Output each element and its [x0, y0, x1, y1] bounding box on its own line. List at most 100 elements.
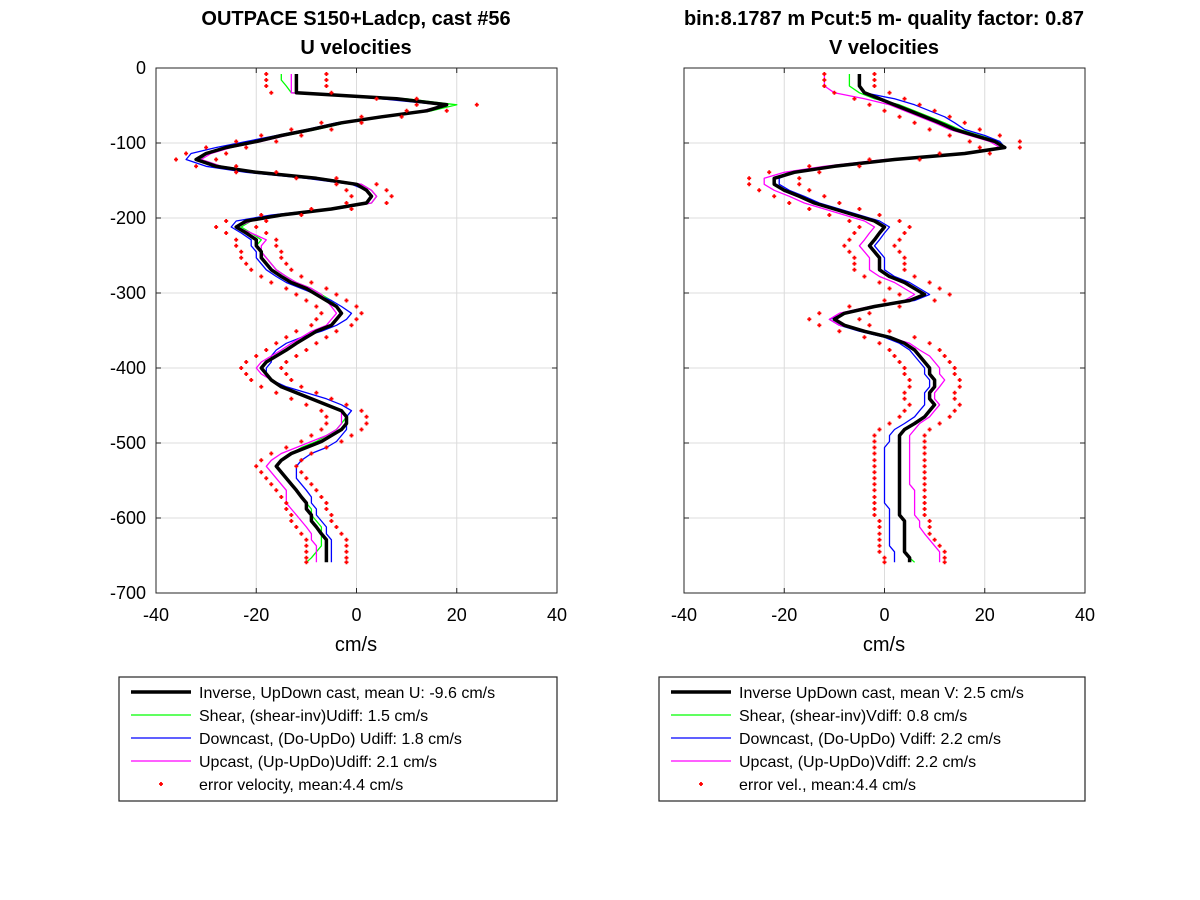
error-marker — [309, 433, 314, 438]
error-marker — [957, 384, 962, 389]
error-marker — [299, 274, 304, 279]
error-marker — [299, 458, 304, 463]
error-marker — [299, 531, 304, 536]
error-marker — [887, 286, 892, 291]
downcast-series-line — [185, 74, 443, 563]
error-marker — [912, 335, 917, 340]
error-marker — [872, 482, 877, 487]
error-marker — [184, 151, 189, 156]
error-marker — [922, 476, 927, 481]
error-marker — [922, 495, 927, 499]
error-marker — [389, 194, 394, 199]
error-marker — [284, 261, 289, 266]
y-tick-label: -700 — [110, 583, 146, 603]
error-marker — [354, 304, 359, 309]
error-marker — [877, 519, 882, 523]
error-marker — [309, 207, 314, 211]
u-velocity-axes: -40 -20 0 20 400-100-200-300-400-500-600-700 — [110, 58, 567, 625]
error-marker — [952, 366, 957, 370]
error-marker — [344, 543, 349, 548]
error-marker — [294, 329, 299, 334]
error-marker — [249, 378, 254, 382]
error-marker — [279, 366, 284, 370]
error-marker — [304, 543, 309, 548]
error-marker — [304, 555, 309, 560]
error-marker — [374, 182, 379, 187]
error-marker — [912, 120, 917, 125]
error-marker — [927, 127, 932, 132]
error-marker — [997, 133, 1002, 138]
error-marker — [244, 360, 249, 364]
error-marker — [907, 384, 912, 389]
error-marker — [414, 102, 419, 107]
error-marker — [264, 219, 269, 223]
error-marker — [359, 114, 364, 119]
error-marker — [817, 311, 822, 316]
error-marker — [947, 414, 952, 419]
error-marker — [922, 458, 927, 463]
error-marker — [204, 145, 209, 150]
error-marker — [892, 354, 897, 358]
error-marker — [254, 354, 259, 358]
error-marker — [947, 292, 952, 297]
error-marker — [404, 108, 409, 113]
error-marker — [329, 513, 334, 517]
error-marker — [284, 501, 289, 505]
error-marker — [927, 531, 932, 536]
y-tick-label: -500 — [110, 433, 146, 453]
error-marker — [234, 164, 239, 169]
error-marker — [937, 421, 942, 426]
error-marker — [299, 213, 304, 217]
error-marker — [384, 188, 389, 193]
error-velocity-markers — [747, 72, 1022, 565]
error-marker — [937, 286, 942, 291]
error-marker — [274, 341, 279, 346]
error-marker — [214, 225, 219, 229]
error-marker — [822, 84, 827, 88]
error-marker — [259, 458, 264, 463]
legend-upcast-label: Upcast, (Up-UpDo)Vdiff: 2.2 cm/s — [739, 754, 976, 771]
error-marker — [304, 348, 309, 352]
error-marker — [474, 102, 479, 107]
error-marker — [902, 366, 907, 370]
error-marker — [872, 458, 877, 463]
error-marker — [897, 414, 902, 419]
error-marker — [887, 329, 892, 334]
error-marker — [872, 507, 877, 511]
error-marker — [847, 304, 852, 309]
error-marker — [857, 207, 862, 211]
error-marker — [264, 72, 269, 76]
error-marker — [274, 139, 279, 144]
error-marker — [224, 219, 229, 223]
error-marker — [872, 513, 877, 517]
error-marker — [902, 396, 907, 401]
error-marker — [264, 84, 269, 88]
error-marker — [882, 555, 887, 560]
error-marker — [922, 501, 927, 505]
error-marker — [244, 372, 249, 376]
error-marker — [349, 433, 354, 438]
error-marker — [329, 396, 334, 401]
legend-downcast-label: Downcast, (Do-UpDo) Vdiff: 2.2 cm/s — [739, 731, 1001, 748]
error-marker — [284, 507, 289, 511]
error-marker — [314, 390, 319, 395]
error-marker — [857, 164, 862, 169]
error-marker — [907, 225, 912, 229]
error-marker — [942, 354, 947, 358]
error-marker — [269, 280, 274, 285]
error-marker — [927, 427, 932, 432]
error-marker — [304, 549, 309, 554]
error-marker — [174, 157, 179, 162]
error-marker — [917, 157, 922, 162]
right-chart-title: bin:8.1787 m Pcut:5 m- quality factor: 0… — [684, 8, 1084, 30]
error-marker — [279, 249, 284, 254]
error-marker — [852, 261, 857, 266]
error-marker — [304, 537, 309, 542]
error-marker — [847, 237, 852, 242]
error-marker — [414, 96, 419, 101]
error-marker — [897, 114, 902, 119]
error-marker — [942, 560, 947, 565]
error-marker — [309, 451, 314, 456]
error-marker — [334, 525, 339, 529]
error-marker — [902, 390, 907, 395]
